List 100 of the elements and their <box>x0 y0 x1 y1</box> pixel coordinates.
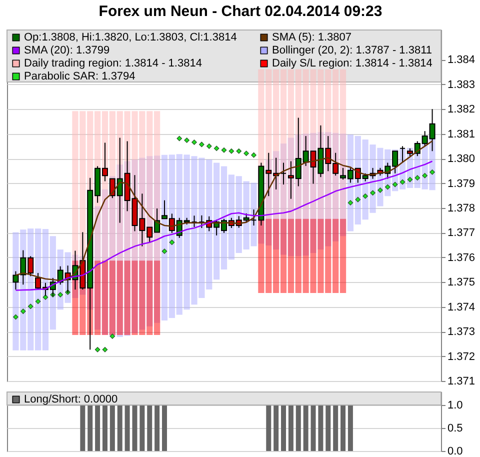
legend-label: SMA (20): 1.3799 <box>24 44 110 56</box>
point <box>192 140 197 145</box>
point <box>407 176 413 182</box>
bar <box>273 69 280 219</box>
bar <box>288 69 294 219</box>
y-tick-label: 1.383 <box>448 78 476 91</box>
bar <box>161 154 168 320</box>
legend-label: SMA (5): 1.3807 <box>272 32 352 44</box>
bar <box>146 260 153 336</box>
point <box>42 294 48 300</box>
y-tick-label: 1.382 <box>448 104 476 116</box>
y-tick-label: 1.374 <box>448 301 476 314</box>
bar <box>302 218 309 294</box>
bar <box>332 218 339 294</box>
bar <box>154 260 160 336</box>
y-tick-label: 1.378 <box>448 202 476 214</box>
y-tick-label: 1.373 <box>448 326 476 338</box>
point <box>13 314 18 320</box>
bar <box>295 218 302 294</box>
point <box>251 152 256 158</box>
point <box>110 334 116 339</box>
point <box>236 148 242 154</box>
legend-label: Daily trading region: 1.3814 - 1.3814 <box>24 58 202 70</box>
point <box>348 200 354 206</box>
point <box>184 138 190 143</box>
y-tick-label: 1.384 <box>448 54 476 66</box>
legend-label: Daily S/L region: 1.3814 - 1.3814 <box>272 58 432 70</box>
y-tick-label: 1.372 <box>448 350 476 363</box>
y-tick-label: 0.5 <box>448 422 463 434</box>
legend-label: Long/Short: 0.0000 <box>24 394 118 406</box>
bar <box>214 162 220 280</box>
bar <box>124 260 130 336</box>
bar <box>318 218 324 294</box>
bar <box>146 111 153 261</box>
point <box>162 248 168 254</box>
point <box>370 190 376 196</box>
point <box>169 240 175 245</box>
bar <box>266 218 272 294</box>
point <box>176 136 182 142</box>
bar <box>273 218 280 294</box>
point <box>378 188 383 193</box>
y-tick-label: 1.375 <box>448 276 476 289</box>
point <box>214 146 220 152</box>
bar <box>191 156 198 305</box>
bar <box>109 260 116 336</box>
bar <box>184 154 190 310</box>
bar <box>154 111 160 261</box>
point <box>244 150 249 156</box>
point <box>228 148 234 154</box>
bar <box>198 158 205 298</box>
point <box>355 196 361 202</box>
y-tick-label: 1.379 <box>448 178 476 190</box>
y-tick-label: 1.376 <box>448 252 476 264</box>
chart-title: Forex um Neun - Chart 02.04.2014 09:23 <box>98 3 382 20</box>
point <box>362 193 368 199</box>
bar <box>288 218 294 294</box>
point <box>414 175 420 180</box>
point <box>35 298 41 304</box>
bar <box>72 111 78 261</box>
line-series <box>15 160 433 291</box>
point <box>400 179 406 185</box>
legend-label: Op:1.3808, Hi:1.3820, Lo:1.3803, Cl:1.3814 <box>24 32 237 44</box>
bar <box>266 69 272 219</box>
candlestick <box>198 214 205 228</box>
point <box>392 182 398 188</box>
point <box>102 346 108 352</box>
bar <box>325 218 332 294</box>
y-tick-label: 0.0 <box>448 446 463 457</box>
candlestick <box>280 162 287 185</box>
y-tick-label: 1.0 <box>448 399 463 412</box>
legend-label: Bollinger (20, 2): 1.3787 - 1.3811 <box>272 44 432 56</box>
bar <box>102 260 108 336</box>
y-tick-label: 1.371 <box>448 376 476 388</box>
bar <box>280 218 287 294</box>
point <box>430 169 435 175</box>
bar <box>132 260 138 336</box>
point <box>58 292 63 298</box>
y-tick-label: 1.377 <box>448 227 476 240</box>
bar <box>340 218 346 294</box>
y-tick-label: 1.381 <box>448 128 476 140</box>
point <box>94 346 100 352</box>
bar <box>310 218 316 294</box>
bar <box>116 260 123 336</box>
bar <box>139 260 146 336</box>
point <box>28 304 34 309</box>
point <box>206 144 212 149</box>
bar <box>42 228 49 350</box>
bar <box>206 160 212 290</box>
bar <box>94 260 101 336</box>
point <box>422 172 428 178</box>
point <box>221 147 227 153</box>
legend-label: Parabolic SAR: 1.3794 <box>24 70 136 82</box>
point <box>199 142 204 148</box>
point <box>385 184 390 190</box>
point <box>20 308 26 314</box>
y-tick-label: 1.380 <box>448 153 476 166</box>
bar <box>243 181 250 250</box>
bar <box>280 69 287 219</box>
candlestick <box>12 270 19 290</box>
bar <box>340 69 346 219</box>
